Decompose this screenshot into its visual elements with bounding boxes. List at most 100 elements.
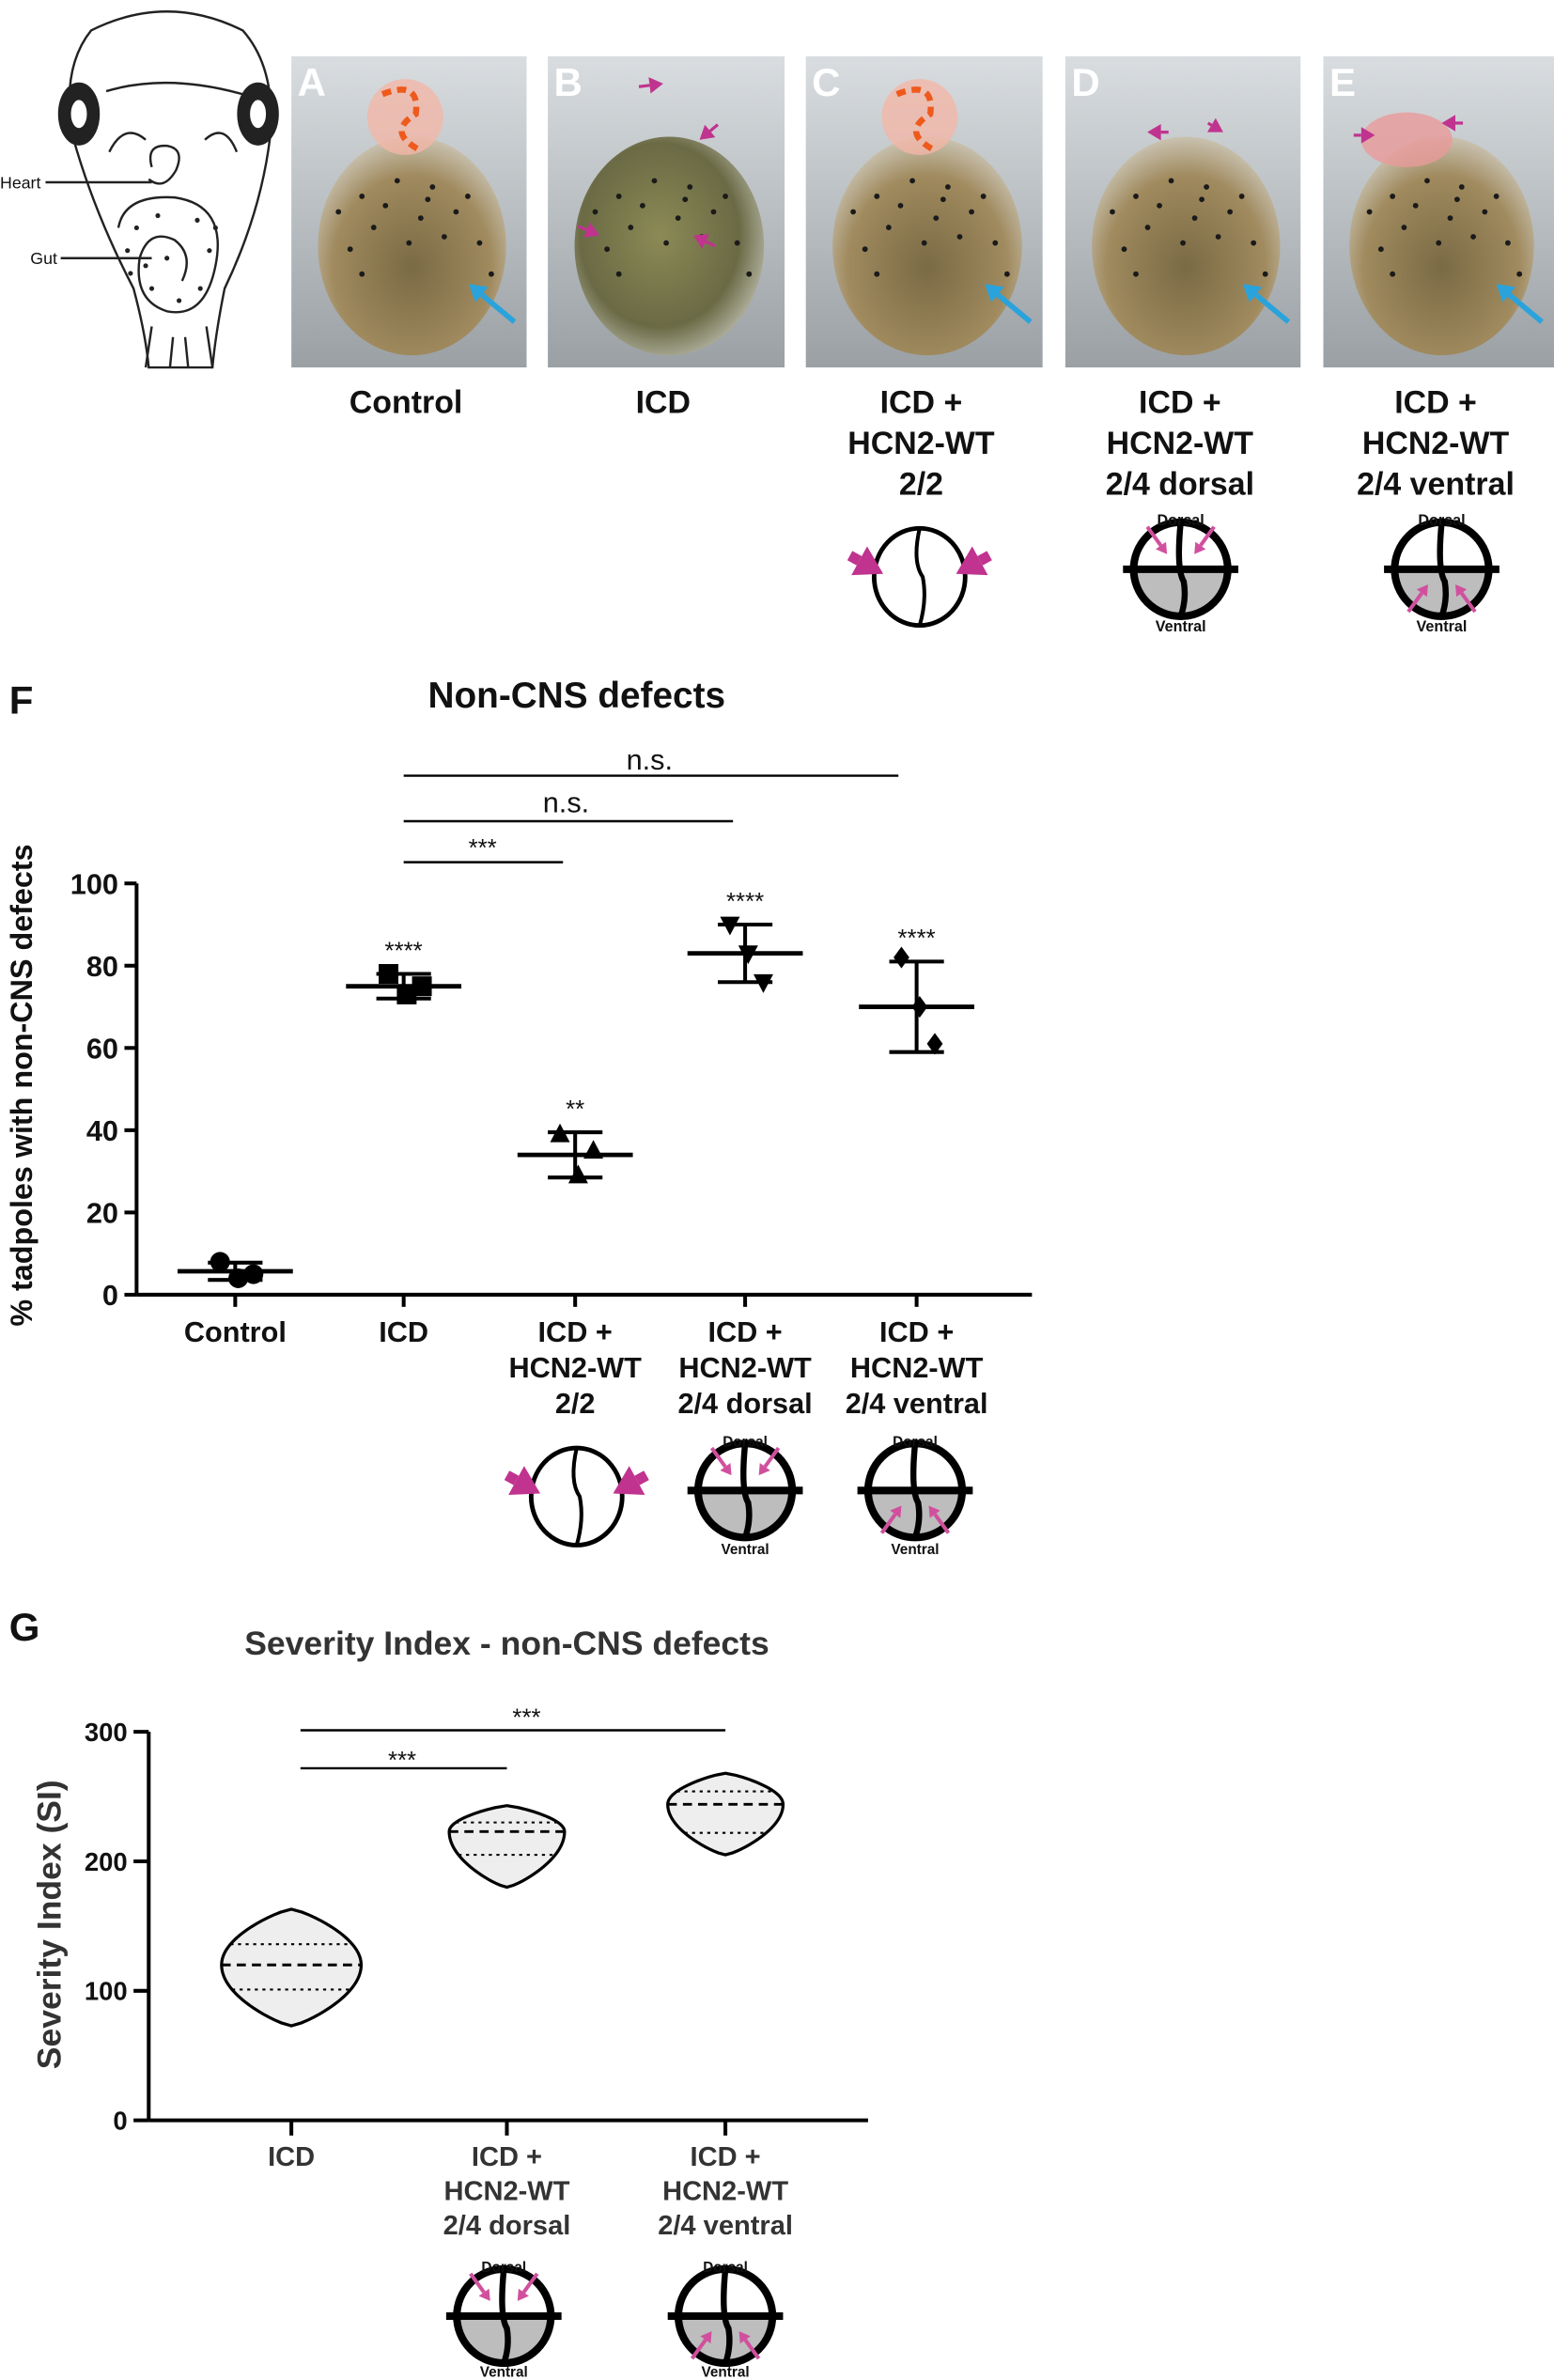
y-tick-label: 20 <box>86 1196 118 1229</box>
panel-caption: Control <box>350 385 463 421</box>
melanocyte <box>639 202 645 209</box>
x-tick-label: ICD + <box>691 2142 761 2172</box>
cleavage-v <box>740 1442 753 1539</box>
cleavage <box>914 527 926 627</box>
vegetal-half <box>457 2316 552 2364</box>
significance-label: **** <box>897 926 935 952</box>
melanocyte <box>1168 178 1174 184</box>
ventral-label: Ventral <box>722 1542 769 1558</box>
dorsal-label: Dorsal <box>1158 512 1204 529</box>
tadpole-diagram <box>45 10 279 369</box>
arrow-head <box>928 1505 940 1518</box>
violin <box>447 1804 567 1890</box>
significance-label: ** <box>566 1097 584 1123</box>
panel-letter: A <box>298 60 326 104</box>
x-tick-label: HCN2-WT <box>443 2176 569 2206</box>
arrow-shaft <box>1507 292 1544 324</box>
data-point <box>228 1268 249 1288</box>
x-tick-label: ICD + <box>879 1315 954 1348</box>
melanocyte <box>1493 194 1500 199</box>
significance-label: **** <box>726 889 764 915</box>
arrow-head <box>1206 117 1223 132</box>
panel-letter: C <box>812 60 840 104</box>
arrow-head <box>469 284 489 303</box>
melanocyte <box>1262 271 1268 277</box>
vegetal-half <box>678 2316 773 2364</box>
arrow-head <box>693 234 710 249</box>
data-point <box>567 1164 588 1184</box>
data-point <box>753 973 773 993</box>
arrow-shaft <box>847 551 862 566</box>
melanocyte <box>651 178 658 184</box>
melanocyte <box>1470 234 1476 240</box>
melanocyte <box>1204 184 1210 190</box>
panel-caption: 2/4 dorsal <box>1106 467 1254 503</box>
panel-caption: ICD + <box>1394 385 1477 421</box>
embryo-yolk <box>832 136 1022 356</box>
melanocyte <box>1401 225 1407 230</box>
melanocyte <box>370 225 377 230</box>
arrow-shaft <box>996 292 1033 324</box>
y-axis-label: % tadpoles with non-CNS defects <box>5 844 39 1326</box>
melanocyte <box>885 225 892 230</box>
melanocyte <box>1110 209 1115 215</box>
x-tick-label: 2/4 ventral <box>846 1387 988 1420</box>
comparison-label: *** <box>388 1748 416 1774</box>
melanocyte <box>944 184 951 190</box>
melanocyte <box>874 194 880 199</box>
cleavage-v <box>909 1442 923 1539</box>
arrow-head <box>699 124 716 140</box>
arrow-head <box>851 546 884 576</box>
arrow-head <box>738 2331 751 2344</box>
vegetal-half <box>698 1490 793 1538</box>
melanocyte <box>734 240 740 246</box>
melanocyte <box>1180 240 1186 246</box>
embryo-yolk <box>1349 136 1534 356</box>
arrow-shaft <box>1253 292 1291 324</box>
arrow-head <box>517 2288 529 2301</box>
melanocyte <box>969 209 974 215</box>
melanocyte <box>406 240 412 246</box>
arrow-shaft <box>977 551 992 566</box>
arrow-shaft <box>479 292 517 324</box>
x-tick-label: HCN2-WT <box>850 1351 984 1384</box>
melanocyte <box>1215 234 1221 240</box>
arrow-head <box>700 2331 712 2344</box>
melanocyte <box>746 271 753 277</box>
melanocyte <box>1390 271 1396 277</box>
x-tick-label: ICD + <box>472 2142 542 2172</box>
melanocyte <box>382 202 389 209</box>
melanocyte <box>335 209 342 215</box>
melanocyte <box>1238 194 1245 199</box>
data-point <box>894 946 909 969</box>
y-tick-label: 300 <box>85 1718 128 1747</box>
melanocyte <box>476 240 483 246</box>
vegetal-half <box>1133 568 1228 616</box>
melanocyte <box>425 196 431 203</box>
panel-caption: 2/4 ventral <box>1357 467 1515 503</box>
significance-label: **** <box>385 938 423 964</box>
melanocyte <box>359 271 365 277</box>
gut-label: Gut <box>30 249 57 268</box>
x-tick-label: 2/2 <box>555 1387 596 1420</box>
comparison-label: *** <box>512 1705 540 1732</box>
arrow-head <box>956 546 988 576</box>
melanocyte <box>1424 178 1430 184</box>
heart-region <box>366 79 443 155</box>
melanocyte <box>1504 240 1511 246</box>
melanocyte <box>933 215 940 222</box>
melanocyte <box>1003 271 1010 277</box>
melanocyte <box>1366 209 1373 215</box>
arrow-head <box>1455 584 1468 598</box>
melanocyte <box>940 196 946 203</box>
arrow-shaft <box>708 123 720 132</box>
y-tick-label: 60 <box>86 1032 118 1065</box>
arrow-shaft <box>879 1513 897 1534</box>
arrow-head <box>1147 123 1161 141</box>
melanocyte <box>359 194 365 199</box>
y-tick-label: 0 <box>102 1279 118 1312</box>
melanocyte <box>1377 246 1384 253</box>
panel-caption: HCN2-WT <box>1362 426 1510 461</box>
arrow-shaft <box>1145 525 1163 547</box>
melanocyte <box>429 184 436 190</box>
